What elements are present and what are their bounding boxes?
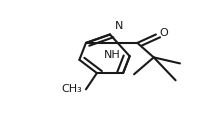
Text: N: N bbox=[115, 21, 123, 31]
Text: CH₃: CH₃ bbox=[61, 84, 82, 94]
Text: NH: NH bbox=[104, 50, 121, 60]
Text: O: O bbox=[160, 28, 169, 38]
